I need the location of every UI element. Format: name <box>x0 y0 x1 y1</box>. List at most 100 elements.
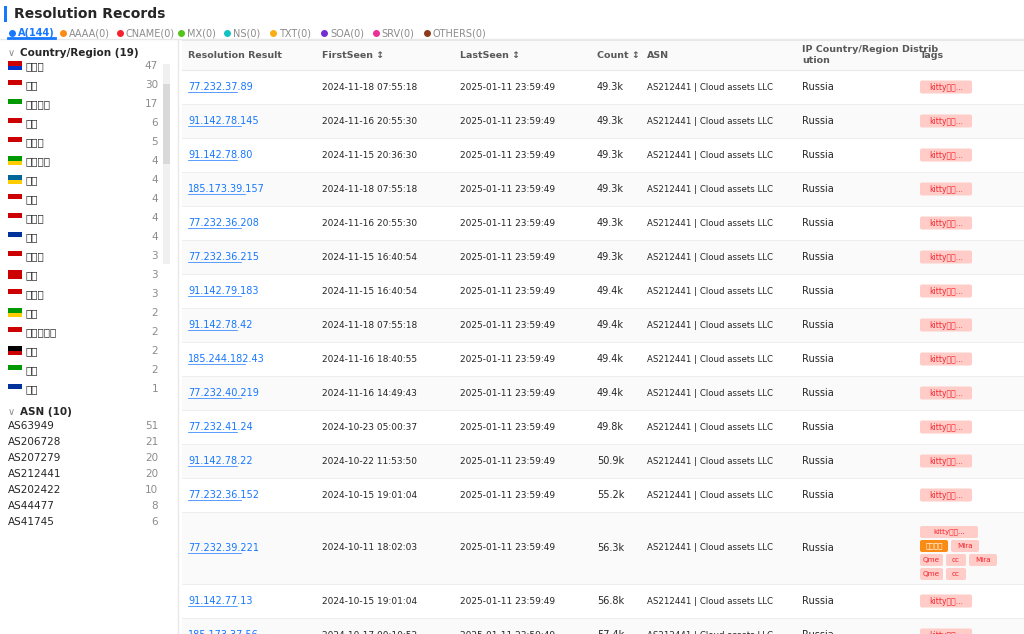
Text: 185.173.39.157: 185.173.39.157 <box>188 184 265 194</box>
Text: AS212441 | Cloud assets LLC: AS212441 | Cloud assets LLC <box>647 354 773 363</box>
Text: AS212441 | Cloud assets LLC: AS212441 | Cloud assets LLC <box>647 117 773 126</box>
Bar <box>8 270 22 279</box>
Bar <box>8 104 22 108</box>
Bar <box>8 161 22 165</box>
Text: AS212441 | Cloud assets LLC: AS212441 | Cloud assets LLC <box>647 456 773 465</box>
Text: 10: 10 <box>144 485 158 495</box>
Text: 2024-11-16 20:55:30: 2024-11-16 20:55:30 <box>322 219 417 228</box>
Text: AS212441 | Cloud assets LLC: AS212441 | Cloud assets LLC <box>647 630 773 634</box>
Text: CNAME(0): CNAME(0) <box>126 28 175 38</box>
Text: Country/Region (19): Country/Region (19) <box>20 48 138 58</box>
Text: 49.3k: 49.3k <box>597 252 624 262</box>
Text: kitty客户...: kitty客户... <box>929 287 963 295</box>
Bar <box>8 232 22 241</box>
Text: 2024-11-18 07:55:18: 2024-11-18 07:55:18 <box>322 82 417 91</box>
Text: 49.3k: 49.3k <box>597 184 624 194</box>
Text: AS212441 | Cloud assets LLC: AS212441 | Cloud assets LLC <box>647 422 773 432</box>
Text: SRV(0): SRV(0) <box>382 28 415 38</box>
Text: 2: 2 <box>152 308 158 318</box>
Text: 日本: 日本 <box>26 270 39 280</box>
Text: AS212441 | Cloud assets LLC: AS212441 | Cloud assets LLC <box>647 219 773 228</box>
Text: Russia: Russia <box>802 630 834 634</box>
Text: 2025-01-11 23:59:49: 2025-01-11 23:59:49 <box>460 252 555 261</box>
Text: 49.8k: 49.8k <box>597 422 624 432</box>
Bar <box>4 6 7 22</box>
Bar <box>182 410 1024 444</box>
FancyBboxPatch shape <box>946 568 966 580</box>
Bar <box>8 370 22 374</box>
Text: 2024-10-15 19:01:04: 2024-10-15 19:01:04 <box>322 597 417 605</box>
Text: 印度尼西亚: 印度尼西亚 <box>26 327 57 337</box>
Text: 91.142.77.13: 91.142.77.13 <box>188 596 253 606</box>
Text: 6: 6 <box>152 118 158 128</box>
Text: Russia: Russia <box>802 184 834 194</box>
Text: 澳大利亚: 澳大利亚 <box>26 156 51 166</box>
Bar <box>8 308 22 317</box>
Text: 51: 51 <box>144 421 158 431</box>
FancyBboxPatch shape <box>920 285 972 297</box>
Text: AS212441: AS212441 <box>8 469 61 479</box>
Text: 1: 1 <box>152 384 158 394</box>
Text: AAAA(0): AAAA(0) <box>70 28 111 38</box>
Text: Tags: Tags <box>920 51 944 60</box>
Bar <box>8 85 22 89</box>
Text: 法国: 法国 <box>26 384 39 394</box>
Bar <box>8 180 22 184</box>
Text: AS207279: AS207279 <box>8 453 61 463</box>
Text: 2024-11-16 18:40:55: 2024-11-16 18:40:55 <box>322 354 417 363</box>
Text: kitty客户...: kitty客户... <box>929 252 963 261</box>
Text: 91.142.79.183: 91.142.79.183 <box>188 286 258 296</box>
Bar <box>8 61 22 70</box>
FancyBboxPatch shape <box>969 554 997 566</box>
Text: 2025-01-11 23:59:49: 2025-01-11 23:59:49 <box>460 117 555 126</box>
Text: 荷兰: 荷兰 <box>26 194 39 204</box>
Text: FirstSeen ↕: FirstSeen ↕ <box>322 51 384 60</box>
Text: 2: 2 <box>152 346 158 356</box>
Text: 57.4k: 57.4k <box>597 630 625 634</box>
Text: kitty客户...: kitty客户... <box>929 219 963 228</box>
FancyBboxPatch shape <box>920 420 972 434</box>
Bar <box>8 332 22 336</box>
Text: 保加利亚: 保加利亚 <box>26 99 51 109</box>
Text: 2025-01-11 23:59:49: 2025-01-11 23:59:49 <box>460 321 555 330</box>
Text: 20: 20 <box>144 469 158 479</box>
Bar <box>182 172 1024 206</box>
Bar <box>182 512 1024 584</box>
Text: Russia: Russia <box>802 543 834 553</box>
Text: 49.4k: 49.4k <box>597 286 624 296</box>
Text: 土耳其: 土耳其 <box>26 251 45 261</box>
Text: Qme: Qme <box>923 557 940 563</box>
Text: 77.232.41.24: 77.232.41.24 <box>188 422 253 432</box>
Text: AS212441 | Cloud assets LLC: AS212441 | Cloud assets LLC <box>647 150 773 160</box>
FancyBboxPatch shape <box>920 554 943 566</box>
Text: kitty客户...: kitty客户... <box>929 422 963 432</box>
Text: 3: 3 <box>152 270 158 280</box>
Text: A(144): A(144) <box>18 28 54 38</box>
Text: Russia: Russia <box>802 252 834 262</box>
Text: kitty客户...: kitty客户... <box>929 456 963 465</box>
Text: AS212441 | Cloud assets LLC: AS212441 | Cloud assets LLC <box>647 184 773 193</box>
Text: 加拿大: 加拿大 <box>26 289 45 299</box>
Bar <box>8 384 22 393</box>
Text: kitty客户...: kitty客户... <box>929 389 963 398</box>
Bar <box>8 218 22 222</box>
Text: 2025-01-11 23:59:49: 2025-01-11 23:59:49 <box>460 491 555 500</box>
Text: 77.232.37.89: 77.232.37.89 <box>188 82 253 92</box>
Text: 91.142.78.80: 91.142.78.80 <box>188 150 252 160</box>
Text: 2025-01-11 23:59:49: 2025-01-11 23:59:49 <box>460 219 555 228</box>
Bar <box>182 70 1024 104</box>
Text: NS(0): NS(0) <box>233 28 260 38</box>
Text: 49.3k: 49.3k <box>597 116 624 126</box>
FancyBboxPatch shape <box>920 148 972 162</box>
Text: ∨: ∨ <box>8 48 15 58</box>
Text: Mira: Mira <box>957 543 973 549</box>
Text: SOA(0): SOA(0) <box>331 28 365 38</box>
Text: 2024-10-11 18:02:03: 2024-10-11 18:02:03 <box>322 543 417 552</box>
Text: 2025-01-11 23:59:49: 2025-01-11 23:59:49 <box>460 422 555 432</box>
FancyBboxPatch shape <box>920 628 972 634</box>
Text: AS212441 | Cloud assets LLC: AS212441 | Cloud assets LLC <box>647 389 773 398</box>
Text: 美国: 美国 <box>26 80 39 90</box>
Text: IP Country/Region Distrib
ution: IP Country/Region Distrib ution <box>802 45 938 65</box>
Text: cc: cc <box>952 571 961 577</box>
Text: kitty客户...: kitty客户... <box>933 529 965 535</box>
